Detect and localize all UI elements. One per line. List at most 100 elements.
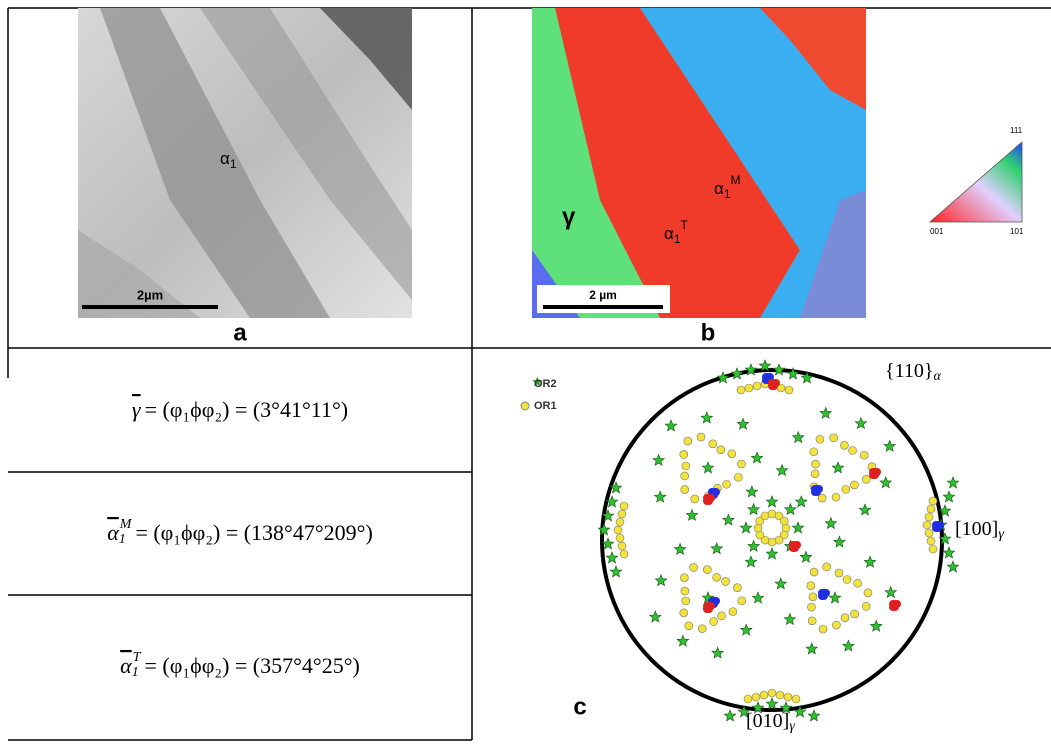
dot-marker — [718, 612, 726, 620]
dot-marker — [690, 563, 698, 571]
equations: γ= (φ₁ϕφ₂) = (3°41°11°)α1M= (φ₁ϕφ₂) = (1… — [107, 397, 373, 680]
dot-marker — [620, 502, 628, 510]
star-marker — [724, 710, 735, 721]
star-marker — [864, 556, 875, 567]
dot-marker — [681, 486, 689, 494]
star-marker — [712, 647, 723, 658]
dot-marker — [807, 582, 815, 590]
micrograph-a — [78, 8, 412, 318]
dot-marker — [681, 472, 689, 480]
dot-marker — [784, 693, 792, 701]
equation-lhs: α — [120, 653, 132, 678]
dot-marker — [738, 597, 746, 605]
ipf-key — [930, 142, 1022, 222]
dot-marker — [717, 446, 725, 454]
cluster-blob — [791, 544, 799, 552]
star-marker — [610, 566, 621, 577]
dot-marker — [929, 497, 937, 505]
dot-marker — [843, 575, 851, 583]
dot-marker — [816, 435, 824, 443]
star-marker — [748, 540, 759, 551]
star-marker — [784, 614, 795, 625]
star-marker — [748, 504, 759, 515]
dot-marker — [768, 689, 776, 697]
dot-marker — [841, 614, 849, 622]
dot-marker — [723, 480, 731, 488]
euler-equation: α1T= (φ₁ϕφ₂) = (357°4°25°) — [120, 650, 360, 680]
star-marker — [871, 620, 882, 631]
star-marker — [943, 491, 954, 502]
star-marker — [766, 698, 777, 709]
dot-marker — [862, 602, 870, 610]
dot-marker — [682, 597, 690, 605]
star-marker — [674, 544, 685, 555]
dot-marker — [812, 460, 820, 468]
dot-marker — [713, 573, 721, 581]
star-marker — [731, 368, 742, 379]
dot-marker — [842, 485, 850, 493]
dot-marker — [753, 382, 761, 390]
cluster-blob — [770, 382, 778, 390]
star-marker — [741, 624, 752, 635]
dot-marker — [733, 584, 741, 592]
dot-marker — [737, 386, 745, 394]
star-marker — [885, 587, 896, 598]
dot-marker — [776, 691, 784, 699]
dot-marker — [691, 495, 699, 503]
star-marker — [943, 547, 954, 558]
dot-marker — [744, 695, 752, 703]
dot-marker — [862, 475, 870, 483]
star-marker — [820, 407, 831, 418]
dot-marker — [811, 470, 819, 478]
star-marker — [776, 465, 787, 476]
star-marker — [855, 418, 866, 429]
dot-marker — [684, 437, 692, 445]
star-marker — [701, 412, 712, 423]
dot-marker — [685, 622, 693, 630]
dot-marker — [835, 569, 843, 577]
dot-marker — [680, 450, 688, 458]
dot-marker — [618, 510, 626, 518]
star-marker — [766, 548, 777, 559]
dot-marker — [823, 563, 831, 571]
dot-marker — [754, 524, 762, 532]
star-marker — [702, 462, 713, 473]
cluster-blob — [891, 603, 899, 611]
dot-marker — [616, 534, 624, 542]
equation-lhs-sub: 1 — [119, 532, 126, 547]
dot-marker — [761, 512, 769, 520]
euler-equation: α1M= (φ₁ϕφ₂) = (138°47°209°) — [107, 517, 373, 547]
equation-lhs-sup: T — [133, 650, 142, 665]
dot-marker — [710, 617, 718, 625]
dot-marker — [807, 603, 815, 611]
legend-label: OR1 — [534, 400, 557, 412]
figure: α1 2µm a γ α1T α1M 2 µm b 111 001 101 γ=… — [0, 0, 1051, 746]
dot-marker — [618, 542, 626, 550]
dot-marker — [709, 440, 717, 448]
equation-lhs-sub: 1 — [132, 665, 139, 680]
dot-marker — [830, 434, 838, 442]
pole-label: {110}α — [885, 360, 941, 385]
star-marker — [745, 556, 756, 567]
dot-marker — [925, 513, 933, 521]
star-marker — [723, 514, 734, 525]
star-marker — [711, 543, 722, 554]
legend-label: OR2 — [534, 378, 557, 390]
dot-marker — [756, 531, 764, 539]
star-marker — [859, 504, 870, 515]
star-marker — [793, 432, 804, 443]
star-marker — [808, 710, 819, 721]
dot-marker — [729, 608, 737, 616]
dot-marker — [722, 577, 730, 585]
star-marker — [947, 477, 958, 488]
cluster-blob — [705, 605, 713, 613]
dot-marker — [860, 451, 868, 459]
star-marker — [752, 592, 763, 603]
star-marker — [655, 575, 667, 586]
pole-label: [100]γ — [955, 518, 1004, 543]
ipf-key-label: 001 — [930, 227, 944, 236]
dot-marker — [832, 621, 840, 629]
dot-marker — [809, 593, 817, 601]
dot-marker — [745, 384, 753, 392]
pole-label: [010]γ — [746, 710, 795, 735]
